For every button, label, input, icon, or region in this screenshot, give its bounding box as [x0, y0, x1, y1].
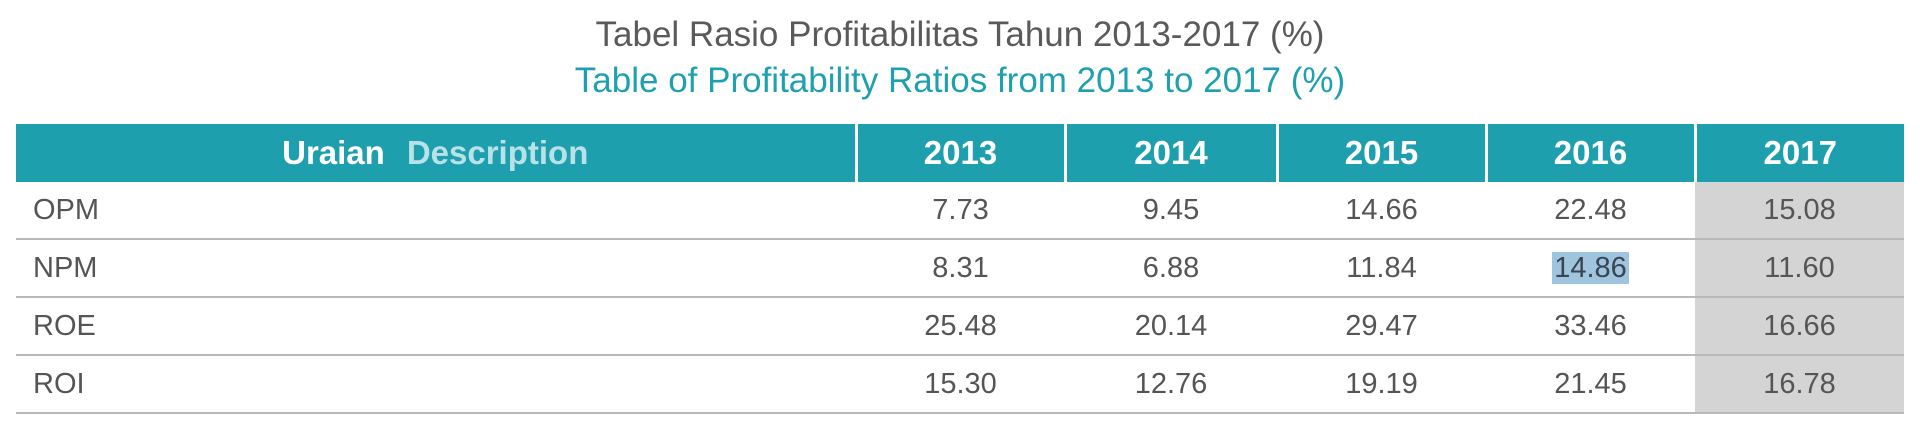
row-label: ROI	[16, 355, 856, 414]
table-cell: 20.14	[1065, 297, 1277, 356]
table-cell: 7.73	[856, 182, 1065, 240]
table-cell-highlighted: 15.08	[1695, 182, 1904, 240]
table-cell-selected[interactable]: 14.86	[1486, 239, 1695, 298]
table-cell: 6.88	[1065, 239, 1277, 298]
selected-text[interactable]: 14.86	[1552, 251, 1629, 284]
title-english: Table of Profitability Ratios from 2013 …	[574, 61, 1346, 100]
row-label: OPM	[16, 182, 856, 240]
table-cell: 21.45	[1486, 355, 1695, 414]
table-cell: 19.19	[1277, 355, 1486, 414]
table-cell-highlighted: 16.78	[1695, 355, 1904, 414]
header-description: Uraian Description	[16, 124, 856, 182]
table-cell: 33.46	[1486, 297, 1695, 356]
table-cell: 15.30	[856, 355, 1065, 414]
header-year-2017: 2017	[1693, 124, 1904, 182]
table-header-row: Uraian Description 2013 2014 2015 2016 20…	[16, 124, 1904, 182]
table-row-roe: ROE 25.48 20.14 29.47 33.46 16.66	[16, 297, 1904, 356]
header-description-en: Description	[406, 134, 589, 171]
header-description-id: Uraian	[282, 134, 385, 171]
table-cell: 22.48	[1486, 182, 1695, 240]
table-titles: Tabel Rasio Profitabilitas Tahun 2013-20…	[0, 12, 1920, 104]
row-label: ROE	[16, 297, 856, 356]
header-year-2016: 2016	[1484, 124, 1695, 182]
table-cell: 12.76	[1065, 355, 1277, 414]
table-cell-highlighted: 16.66	[1695, 297, 1904, 356]
table-cell-highlighted: 11.60	[1695, 239, 1904, 298]
table-cell: 11.84	[1277, 239, 1486, 298]
table-cell: 8.31	[856, 239, 1065, 298]
header-year-2014: 2014	[1063, 124, 1277, 182]
row-label: NPM	[16, 239, 856, 298]
profitability-ratios-table: Uraian Description 2013 2014 2015 2016 20…	[16, 124, 1904, 414]
table-cell: 9.45	[1065, 182, 1277, 240]
header-year-2015: 2015	[1275, 124, 1486, 182]
table-cell: 14.66	[1277, 182, 1486, 240]
title-indonesian: Tabel Rasio Profitabilitas Tahun 2013-20…	[595, 15, 1325, 54]
table-cell: 29.47	[1277, 297, 1486, 356]
table-row-npm: NPM 8.31 6.88 11.84 14.86 11.60	[16, 239, 1904, 298]
table-cell: 25.48	[856, 297, 1065, 356]
header-year-2013: 2013	[854, 124, 1065, 182]
table-row-roi: ROI 15.30 12.76 19.19 21.45 16.78	[16, 355, 1904, 414]
table-row-opm: OPM 7.73 9.45 14.66 22.48 15.08	[16, 182, 1904, 240]
